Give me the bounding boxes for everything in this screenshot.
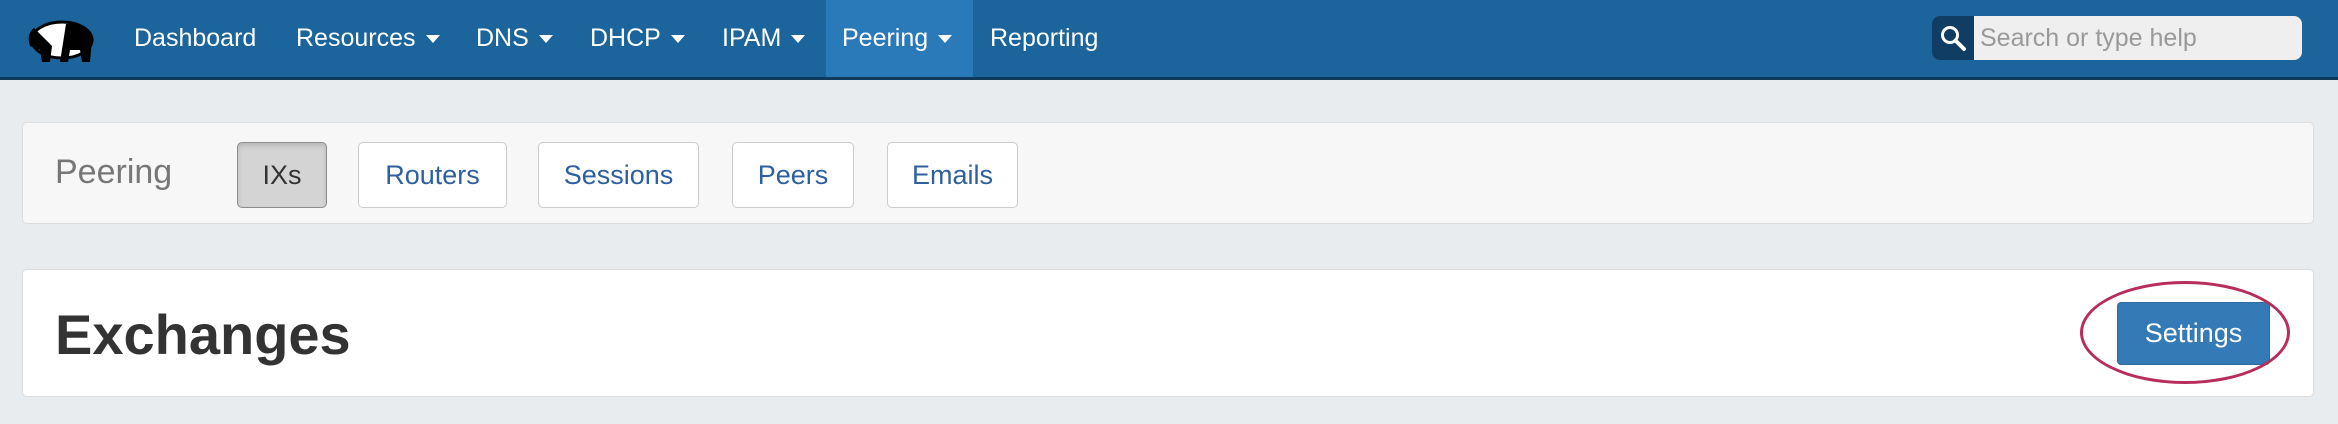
nav-dns[interactable]: DNS <box>460 0 569 77</box>
peering-subnav: Peering IXs Routers Sessions Peers Email… <box>22 122 2314 224</box>
nav-dashboard[interactable]: Dashboard <box>134 24 257 52</box>
caret-down-icon <box>938 35 953 44</box>
page-title: Exchanges <box>55 303 351 366</box>
tab-ixs[interactable]: IXs <box>237 142 327 208</box>
settings-button[interactable]: Settings <box>2117 302 2270 365</box>
tab-sessions[interactable]: Sessions <box>538 142 699 208</box>
nav-reporting[interactable]: Reporting <box>990 24 1099 52</box>
nav-peering[interactable]: Peering <box>826 0 973 77</box>
caret-down-icon <box>538 35 553 44</box>
caret-down-icon <box>670 35 685 44</box>
nav-resources[interactable]: Resources <box>280 0 456 77</box>
search-box <box>1932 16 2302 60</box>
caret-down-icon <box>425 35 440 44</box>
tab-routers[interactable]: Routers <box>358 142 507 208</box>
top-navbar: Dashboard Resources DNS DHCP IPAM Peerin… <box>0 0 2338 80</box>
tab-emails[interactable]: Emails <box>887 142 1018 208</box>
subnav-label: Peering <box>55 153 173 191</box>
logo-icon[interactable] <box>22 16 98 64</box>
nav-ipam[interactable]: IPAM <box>706 0 821 77</box>
caret-down-icon <box>791 35 806 44</box>
search-input[interactable] <box>1974 16 2302 60</box>
nav-dhcp[interactable]: DHCP <box>574 0 701 77</box>
search-icon[interactable] <box>1932 16 1974 60</box>
exchanges-header: Exchanges Settings <box>22 269 2314 397</box>
tab-peers[interactable]: Peers <box>732 142 854 208</box>
